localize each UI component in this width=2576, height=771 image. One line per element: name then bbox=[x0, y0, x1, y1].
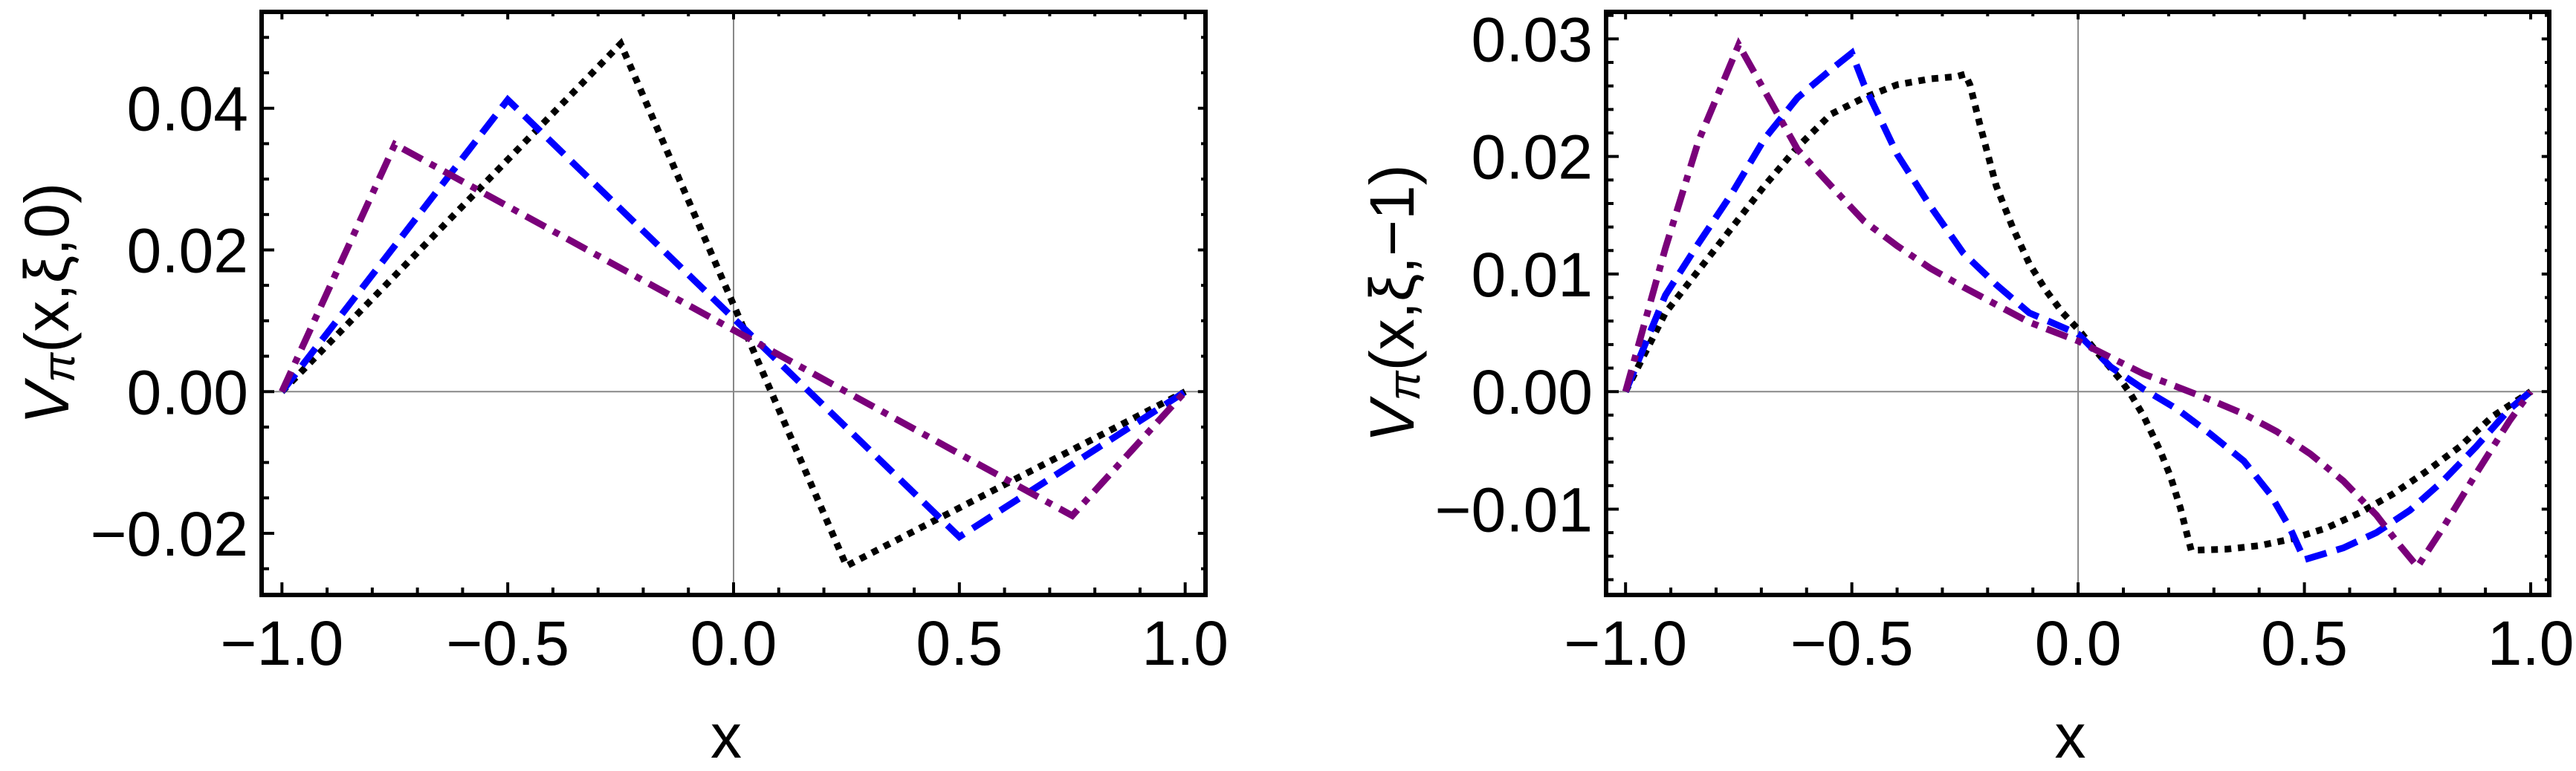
panel-right: −1.0 −0.5 0.0 0.5 1.0 −0.01 0.00 0.01 0.02 0.03 x… bbox=[1357, 4, 2574, 771]
y-tick-label: 0.02 bbox=[127, 215, 249, 285]
x-tick-label: 0.0 bbox=[2035, 608, 2122, 678]
x-tick-label: 0.5 bbox=[916, 608, 1003, 678]
y-tick-label: 0.03 bbox=[1472, 4, 1593, 74]
y-tick-label: 0.00 bbox=[127, 357, 249, 427]
panel-left: −1.0 −0.5 0.0 0.5 1.0 −0.02 0.00 0.02 0.04 x Vπ(… bbox=[12, 10, 1229, 771]
y-tick-label: 0.02 bbox=[1472, 123, 1593, 192]
plot-frame bbox=[259, 10, 1208, 597]
series-group bbox=[1622, 37, 2534, 573]
y-tick-label: 0.01 bbox=[1472, 240, 1593, 310]
x-tick-label: 1.0 bbox=[1142, 608, 1229, 678]
x-axis-label: x bbox=[711, 701, 742, 771]
x-tick-label: 1.0 bbox=[2488, 608, 2575, 678]
series-group bbox=[279, 37, 1188, 571]
x-tick-label: −1.0 bbox=[220, 608, 343, 678]
tick-labels: −1.0 −0.5 0.0 0.5 1.0 −0.01 0.00 0.01 0.02 0.03 bbox=[1434, 4, 2574, 678]
series-blue-dashed bbox=[1622, 48, 2533, 564]
y-axis-label-sub: π bbox=[1379, 370, 1429, 401]
x-tick-label: −1.0 bbox=[1564, 608, 1687, 678]
y-axis-label-main: V bbox=[1357, 396, 1427, 443]
x-tick-label: −0.5 bbox=[446, 608, 569, 678]
tick-labels: −1.0 −0.5 0.0 0.5 1.0 −0.02 0.00 0.02 0.04 bbox=[90, 74, 1229, 678]
y-axis-label-args: (x,ξ,0) bbox=[12, 183, 82, 353]
x-axis-label: x bbox=[2055, 701, 2086, 771]
series-purple-dashdot bbox=[279, 140, 1188, 520]
x-tick-label: 0.0 bbox=[690, 608, 777, 678]
x-tick-label: −0.5 bbox=[1790, 608, 1914, 678]
y-tick-label: 0.04 bbox=[127, 74, 249, 144]
y-axis-label: Vπ(x,ξ,0) bbox=[12, 183, 84, 424]
y-tick-label: −0.01 bbox=[1434, 475, 1593, 544]
y-axis-label-args: (x,ξ,−1) bbox=[1357, 164, 1427, 371]
y-axis-label-main: V bbox=[12, 377, 82, 424]
series-black-dotted bbox=[279, 37, 1187, 571]
y-tick-label: −0.02 bbox=[90, 499, 248, 569]
series-purple-dashdot bbox=[1622, 37, 2534, 573]
y-tick-label: 0.00 bbox=[1472, 357, 1593, 427]
x-tick-label: 0.5 bbox=[2261, 608, 2348, 678]
series-blue-dashed bbox=[279, 94, 1188, 541]
plot-frame bbox=[1604, 10, 2551, 597]
y-axis-label: Vπ(x,ξ,−1) bbox=[1357, 164, 1429, 442]
y-axis-label-sub: π bbox=[34, 351, 84, 383]
zero-lines bbox=[1606, 12, 2549, 595]
